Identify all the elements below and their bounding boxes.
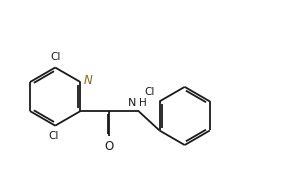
Text: N: N [84, 73, 93, 87]
Text: O: O [105, 140, 114, 153]
Text: N: N [128, 98, 137, 108]
Text: H: H [139, 98, 147, 108]
Text: Cl: Cl [50, 52, 60, 62]
Text: Cl: Cl [144, 87, 155, 97]
Text: Cl: Cl [48, 131, 59, 141]
